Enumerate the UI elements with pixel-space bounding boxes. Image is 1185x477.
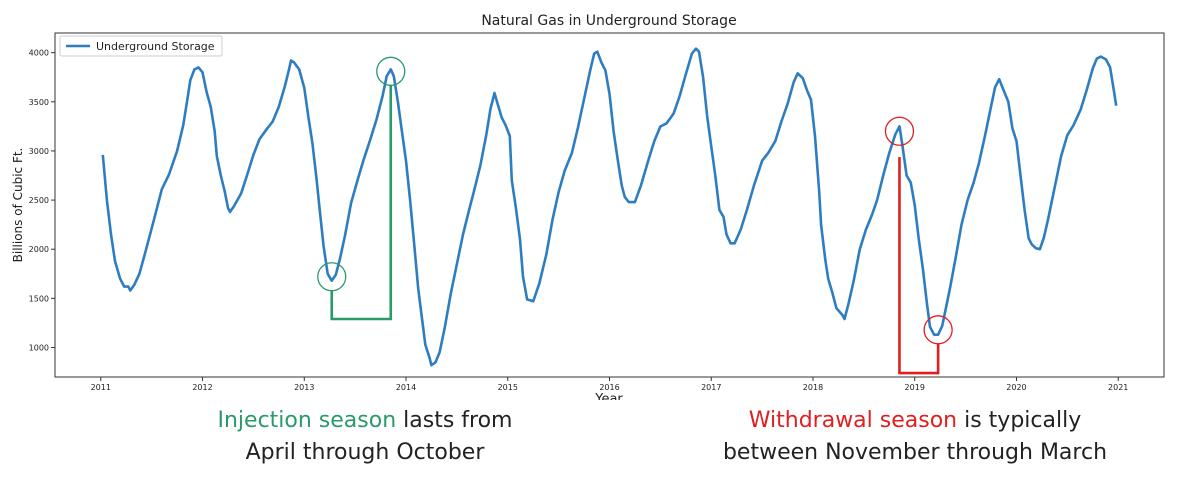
x-axis: 2011 2012 2013 2014 2015 2016 2017 2018 2019 2020… bbox=[91, 377, 1128, 392]
x-tick-label: 2017 bbox=[701, 383, 721, 392]
x-tick-label: 2020 bbox=[1006, 383, 1026, 392]
injection-highlight: Injection season bbox=[217, 408, 397, 433]
withdrawal-line2: between November through March bbox=[722, 440, 1108, 465]
x-axis-label: Year bbox=[594, 392, 623, 400]
injection-line2: April through October bbox=[245, 440, 485, 465]
y-tick-label: 3500 bbox=[29, 98, 49, 107]
x-tick-label: 2021 bbox=[1108, 383, 1128, 392]
y-tick-label: 1500 bbox=[29, 294, 49, 303]
x-tick-label: 2016 bbox=[599, 383, 619, 392]
annotation-circle bbox=[884, 116, 915, 146]
annotation-layer bbox=[317, 56, 953, 375]
y-tick-label: 3000 bbox=[29, 147, 49, 156]
season-bracket bbox=[898, 157, 940, 375]
withdrawal-highlight: Withdrawal season bbox=[748, 408, 958, 433]
series-line-underground-storage bbox=[101, 47, 1118, 367]
chart-title: Natural Gas in Underground Storage bbox=[481, 13, 736, 29]
injection-caption: Injection season lasts from April throug… bbox=[180, 405, 550, 469]
y-tick-label: 1000 bbox=[29, 344, 49, 353]
chart-figure: Natural Gas in Underground Storage 2011 2… bbox=[11, 13, 1165, 400]
annotation-circle bbox=[317, 262, 347, 292]
x-tick-label: 2015 bbox=[498, 383, 518, 392]
x-tick-label: 2018 bbox=[803, 383, 823, 392]
y-axis: 1000 1500 2000 2500 3000 3500 4000 bbox=[29, 49, 55, 353]
y-tick-label: 4000 bbox=[29, 49, 49, 58]
annotation-circle bbox=[923, 315, 953, 345]
legend: Underground Storage bbox=[59, 35, 223, 57]
series-layer bbox=[101, 47, 1118, 367]
legend-box bbox=[59, 35, 223, 57]
withdrawal-caption: Withdrawal season is typically between N… bbox=[700, 405, 1130, 469]
x-tick-label: 2011 bbox=[91, 383, 111, 392]
season-bracket bbox=[330, 85, 393, 321]
x-tick-label: 2019 bbox=[905, 383, 925, 392]
withdrawal-rest: is typically bbox=[957, 408, 1082, 433]
legend-label: Underground Storage bbox=[96, 40, 215, 53]
y-tick-label: 2500 bbox=[29, 196, 49, 205]
y-tick-label: 2000 bbox=[29, 245, 49, 254]
injection-rest: lasts from bbox=[396, 408, 513, 433]
x-tick-label: 2012 bbox=[192, 383, 212, 392]
x-tick-label: 2013 bbox=[294, 383, 314, 392]
y-axis-label: Billions of Cubic Ft. bbox=[11, 148, 25, 263]
x-tick-label: 2014 bbox=[396, 383, 416, 392]
